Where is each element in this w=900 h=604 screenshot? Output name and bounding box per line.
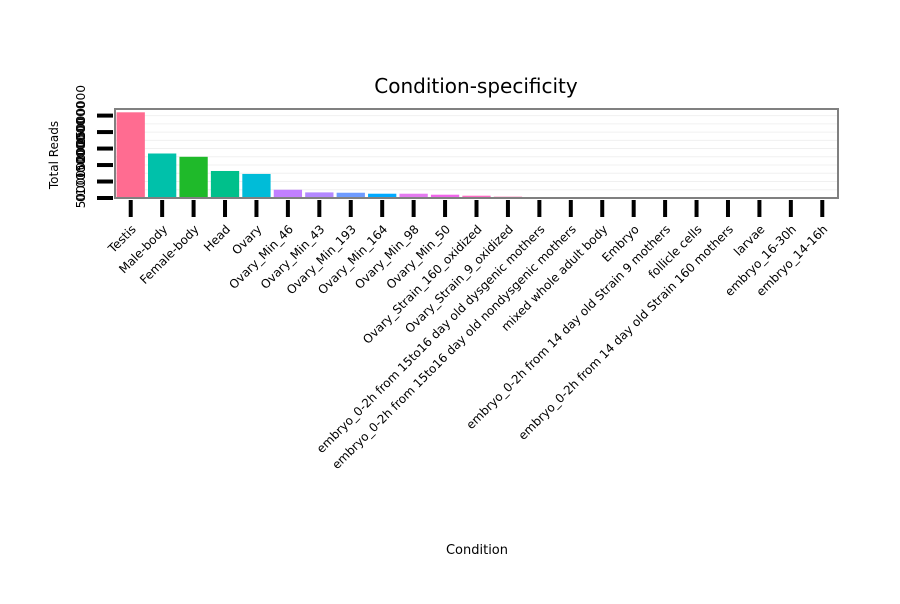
y-axis-label: Total Reads [47,121,61,190]
bar-11 [462,195,491,198]
y-tick-label: 10000000 [74,134,88,195]
bar-3 [210,170,240,198]
bar-7 [336,192,365,198]
y-tick-label: 20000000 [74,102,88,163]
y-tick-label: 0 [74,194,88,202]
plot-border [114,108,839,199]
bar-9 [399,193,428,198]
y-tick-label: 25000000 [74,85,88,146]
x-axis-label: Condition [446,543,508,558]
bar-10 [430,194,460,198]
y-tick-label: 15000000 [74,118,88,179]
x-tick-label: Head [201,222,233,254]
bar-4 [242,173,271,198]
bar-6 [305,192,334,198]
bars [116,112,585,198]
y-tick-label: 5000000 [74,155,88,208]
bar-5 [273,189,303,198]
bar-0 [116,112,145,198]
bar-1 [148,153,177,198]
bar-8 [368,193,397,198]
bar-2 [179,156,208,198]
chart-title: Condition-specificity [374,74,578,98]
